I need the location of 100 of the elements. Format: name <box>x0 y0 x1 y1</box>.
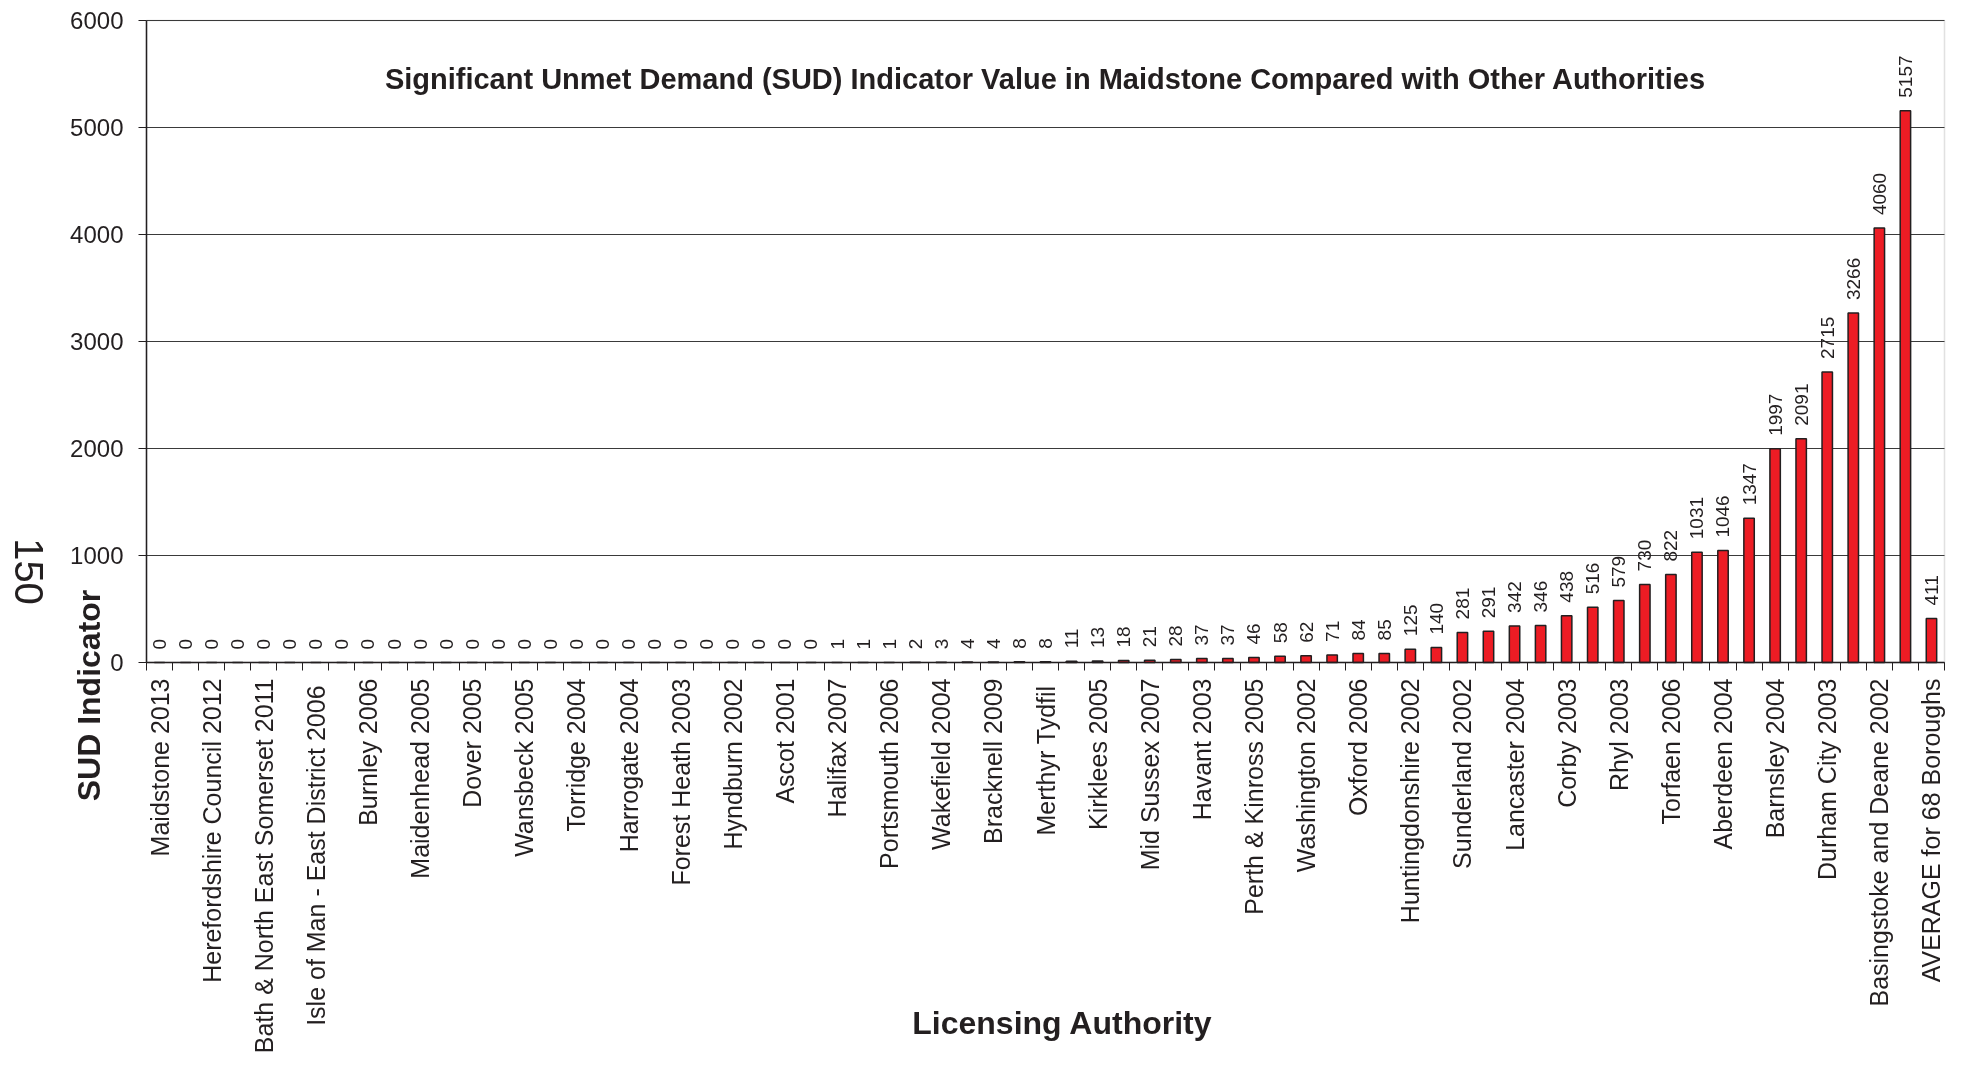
x-tick-label: Halifax 2007 <box>823 678 852 818</box>
y-tick-label: 3000 <box>70 328 124 355</box>
x-tick-label: Bath & North East Somerset 2011 <box>249 678 278 1054</box>
x-tick-label: Hyndburn 2002 <box>718 678 747 850</box>
data-label: 46 <box>1243 623 1265 645</box>
data-label: 0 <box>409 638 431 650</box>
data-label: 11 <box>1061 628 1083 649</box>
x-tick-label: Durham City 2003 <box>1813 678 1842 880</box>
data-label: 37 <box>1217 624 1239 646</box>
data-label: 0 <box>618 638 640 650</box>
data-label: 516 <box>1582 562 1604 595</box>
x-tick-label: Isle of Man - East District 2006 <box>301 685 330 1026</box>
y-tick-label: 2000 <box>70 435 124 462</box>
x-tick-label: Aberdeen 2004 <box>1709 678 1738 850</box>
data-label: 18 <box>1113 626 1135 648</box>
y-tick-label: 0 <box>110 649 124 676</box>
x-tick-label: Corby 2003 <box>1552 678 1581 808</box>
x-tick-label: Burnley 2006 <box>353 678 382 826</box>
x-tick-label: Havant 2003 <box>1187 678 1216 821</box>
x-tick-label: Washington 2002 <box>1292 678 1321 873</box>
data-label: 579 <box>1608 555 1630 588</box>
data-label: 1046 <box>1712 495 1734 538</box>
x-tick-label: Dover 2005 <box>458 678 487 808</box>
x-tick-label: Basingstoke and Deane 2002 <box>1865 678 1894 1007</box>
text: Significant Unmet Demand (SUD) Indicator Value in Maidstone Compared with Other Authorities <box>384 62 1706 95</box>
data-label: 0 <box>722 638 744 650</box>
data-label: 0 <box>227 638 249 650</box>
data-label: 0 <box>279 638 301 650</box>
data-label: 62 <box>1295 621 1317 643</box>
x-tick-label: Wansbeck 2005 <box>510 678 539 857</box>
x-tick-label: Kirklees 2005 <box>1083 678 1112 830</box>
data-label: 2715 <box>1816 316 1838 359</box>
data-label: 140 <box>1425 602 1447 635</box>
data-label: 822 <box>1660 529 1682 562</box>
data-label: 0 <box>435 638 457 650</box>
data-label: 58 <box>1269 622 1291 644</box>
data-label: 0 <box>201 638 223 650</box>
x-tick-label: Bracknell 2009 <box>979 678 1008 844</box>
x-tick-label: Wakefield 2004 <box>927 678 956 850</box>
data-label: 281 <box>1451 587 1473 620</box>
data-label: 0 <box>644 638 666 650</box>
data-label: 4060 <box>1868 172 1890 216</box>
data-label: 0 <box>774 638 796 650</box>
data-label: 291 <box>1477 586 1499 619</box>
x-tick-label: Maidenhead 2005 <box>406 678 435 879</box>
data-label: 21 <box>1139 626 1161 648</box>
data-label: 0 <box>383 638 405 650</box>
data-label: 0 <box>357 638 379 650</box>
x-tick-label: Portsmouth 2006 <box>875 678 904 869</box>
data-label: 4 <box>982 638 1004 650</box>
data-label: 0 <box>592 638 614 650</box>
x-tick-label: Ascot 2001 <box>770 678 799 804</box>
x-tick-label: Lancaster 2004 <box>1500 678 1529 851</box>
data-label: 1 <box>826 638 848 650</box>
data-label: 0 <box>800 638 822 650</box>
data-label: 28 <box>1165 625 1187 647</box>
data-label: 1031 <box>1686 496 1708 540</box>
data-label: 13 <box>1087 626 1109 649</box>
x-tick-label: Maidstone 2013 <box>145 678 174 857</box>
data-label: 1347 <box>1738 463 1760 506</box>
data-label: 0 <box>565 638 587 650</box>
x-tick-label: Barnsley 2004 <box>1761 678 1790 839</box>
x-tick-label: Torfaen 2006 <box>1656 678 1685 825</box>
data-label: 342 <box>1504 581 1526 613</box>
data-label: 0 <box>748 638 770 650</box>
x-tick-label: Forest Heath 2003 <box>666 678 695 886</box>
x-tick-label: Harrogate 2004 <box>614 678 643 853</box>
data-label: 2091 <box>1790 383 1812 426</box>
x-tick-label: Huntingdonshire 2002 <box>1396 678 1425 924</box>
data-label: 0 <box>175 638 197 650</box>
y-tick-label: 6000 <box>70 7 124 34</box>
data-label: 37 <box>1191 624 1213 646</box>
data-label: 346 <box>1530 580 1552 613</box>
data-label: 0 <box>670 638 692 650</box>
data-label: 84 <box>1347 618 1369 641</box>
data-label: 438 <box>1556 570 1578 603</box>
data-label: 85 <box>1373 619 1395 641</box>
y-tick-label: 4000 <box>70 221 124 248</box>
x-tick-label: Mid Sussex 2007 <box>1135 678 1164 871</box>
data-label: 1997 <box>1764 393 1786 436</box>
data-label: 8 <box>1035 638 1056 649</box>
data-label: 4 <box>956 638 978 650</box>
data-label: 0 <box>696 638 718 650</box>
data-label: 0 <box>461 638 483 650</box>
text: 150 <box>6 538 51 605</box>
x-axis-title: Licensing Authority <box>912 1004 1212 1041</box>
data-label: 730 <box>1634 539 1656 572</box>
data-label: 411 <box>1920 575 1942 606</box>
x-tick-label: Sunderland 2002 <box>1448 678 1477 869</box>
data-label: 3266 <box>1842 257 1864 301</box>
data-label: 0 <box>331 638 353 650</box>
y-tick-label: 5000 <box>70 114 124 141</box>
data-label: 5157 <box>1894 55 1916 98</box>
data-label: 1 <box>878 638 900 650</box>
data-label: 0 <box>253 638 275 650</box>
y-tick-label: 1000 <box>70 542 124 569</box>
data-label: 0 <box>305 638 327 650</box>
data-label: 2 <box>904 638 926 650</box>
data-label: 3 <box>930 638 952 650</box>
x-tick-label: Rhyl 2003 <box>1604 678 1633 792</box>
